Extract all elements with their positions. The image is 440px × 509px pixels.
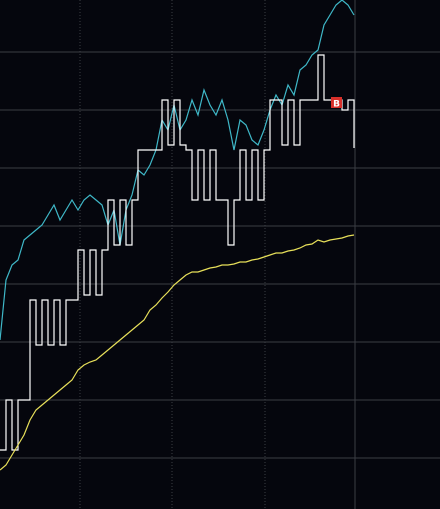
series-line [0, 54, 355, 451]
series-line [0, 234, 355, 471]
annotation-box [331, 97, 342, 108]
series-line [0, 0, 355, 341]
annotation-label: B [333, 100, 340, 110]
